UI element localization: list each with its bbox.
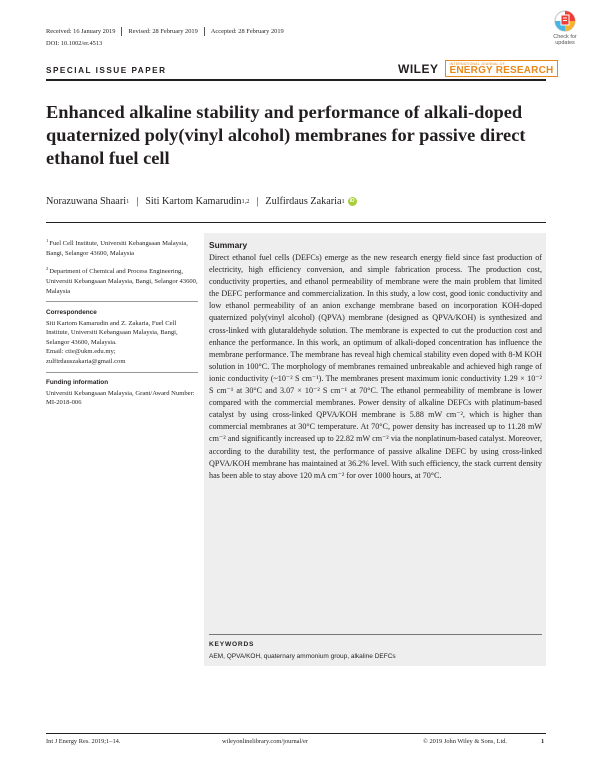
- sidebar-divider: [46, 371, 198, 373]
- funding-text: Universiti Kebangsaan Malaysia, Grant/Aw…: [46, 389, 195, 407]
- revised-date: Revised: 28 February 2019: [128, 28, 198, 35]
- sidebar-divider: [46, 301, 198, 302]
- affiliation-item: 2Department of Chemical and Process Engi…: [46, 264, 198, 296]
- article-dates: Received: 16 January 2019 Revised: 28 Fe…: [46, 27, 284, 36]
- keywords-text: AEM, QPVA/KOH, quaternary ammonium group…: [209, 653, 396, 660]
- authors-divider: [46, 222, 546, 223]
- author-affiliation-marker: 1,2: [241, 198, 250, 205]
- correspondence-email[interactable]: Email: ctie@ukm.edu.my;: [46, 348, 116, 356]
- author-affiliation-marker: 1: [126, 198, 130, 205]
- author-name[interactable]: Zulfirdaus Zakaria: [265, 196, 342, 207]
- copyright-text: © 2019 John Wiley & Sons, Ltd.: [423, 738, 508, 745]
- crossmark-icon: [554, 10, 576, 32]
- journal-logo-subtitle: INTERNATIONAL JOURNAL OF: [449, 62, 505, 66]
- date-separator: [121, 27, 123, 36]
- journal-logo: INTERNATIONAL JOURNAL OF ENERGY RESEARCH: [444, 60, 559, 77]
- affiliation-text: Department of Chemical and Process Engin…: [46, 268, 198, 295]
- correspondence-text: Siti Kartom Kamarudin and Z. Zakaria, Fu…: [46, 319, 178, 346]
- check-for-updates-label: Check for updates: [553, 34, 577, 46]
- author-separator: |: [256, 196, 259, 207]
- publisher-brand[interactable]: WILEY INTERNATIONAL JOURNAL OF ENERGY RE…: [398, 60, 559, 77]
- author-name[interactable]: Siti Kartom Kamarudin: [145, 196, 242, 207]
- author-affiliation-marker: 1: [341, 198, 345, 205]
- article-title: Enhanced alkaline stability and performa…: [46, 102, 526, 168]
- check-for-updates-badge[interactable]: Check for updates: [545, 10, 585, 50]
- received-date: Received: 16 January 2019: [46, 28, 116, 35]
- affiliation-text: Fuel Cell Institute, Universiti Kebangsa…: [46, 240, 188, 257]
- orcid-icon[interactable]: iD: [347, 197, 357, 206]
- correspondence-heading: Correspondence: [46, 308, 97, 316]
- summary-heading: Summary: [209, 240, 248, 250]
- keywords-divider: [209, 634, 542, 635]
- page-number: 1: [541, 738, 545, 745]
- date-separator: [203, 27, 205, 36]
- author-name[interactable]: Norazuwana Shaari: [46, 196, 127, 207]
- citation-text: Int J Energy Res. 2019;1–14.: [46, 738, 121, 745]
- correspondence-email[interactable]: zulfirdauszakaria@gmail.com: [46, 357, 126, 365]
- publisher-logo: WILEY: [398, 61, 439, 76]
- doi-link[interactable]: DOI: 10.1002/er.4513: [46, 40, 103, 47]
- section-label: SPECIAL ISSUE PAPER: [46, 66, 167, 75]
- keywords-heading: KEYWORDS: [209, 641, 255, 648]
- accepted-date: Accepted: 28 February 2019: [210, 28, 284, 35]
- summary-text: Direct ethanol fuel cells (DEFCs) emerge…: [209, 253, 542, 480]
- affiliation-item: 1Fuel Cell Institute, Universiti Kebangs…: [46, 236, 198, 258]
- header-divider: [46, 79, 546, 81]
- funding-heading: Funding information: [46, 379, 109, 387]
- journal-url[interactable]: wileyonlinelibrary.com/journal/er: [222, 738, 309, 745]
- article-sidebar: 1Fuel Cell Institute, Universiti Kebangs…: [46, 236, 198, 408]
- footer-divider: [46, 733, 546, 734]
- affiliation-marker: 2: [46, 266, 49, 272]
- summary-panel: [204, 233, 546, 666]
- author-list: Norazuwana Shaari 1 | Siti Kartom Kamarud…: [46, 196, 357, 207]
- affiliation-marker: 1: [46, 238, 49, 243]
- journal-logo-title: ENERGY RESEARCH: [449, 65, 554, 76]
- author-separator: |: [136, 196, 139, 207]
